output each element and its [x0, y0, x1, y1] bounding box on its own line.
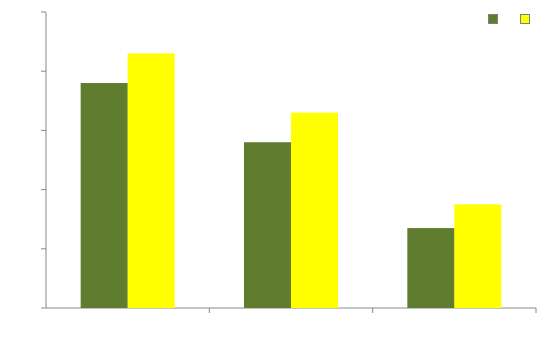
legend	[488, 14, 534, 24]
bar-1-3	[407, 228, 455, 308]
bar-2-1	[127, 53, 175, 308]
legend-swatch-series-2	[520, 14, 530, 24]
legend-item-series-1	[488, 14, 502, 24]
bar-2-3	[454, 204, 502, 308]
bar-1-1	[80, 83, 128, 308]
legend-swatch-series-1	[488, 14, 498, 24]
legend-item-series-2	[520, 14, 534, 24]
bar-1-2	[244, 142, 291, 308]
bar-2-2	[291, 112, 338, 308]
